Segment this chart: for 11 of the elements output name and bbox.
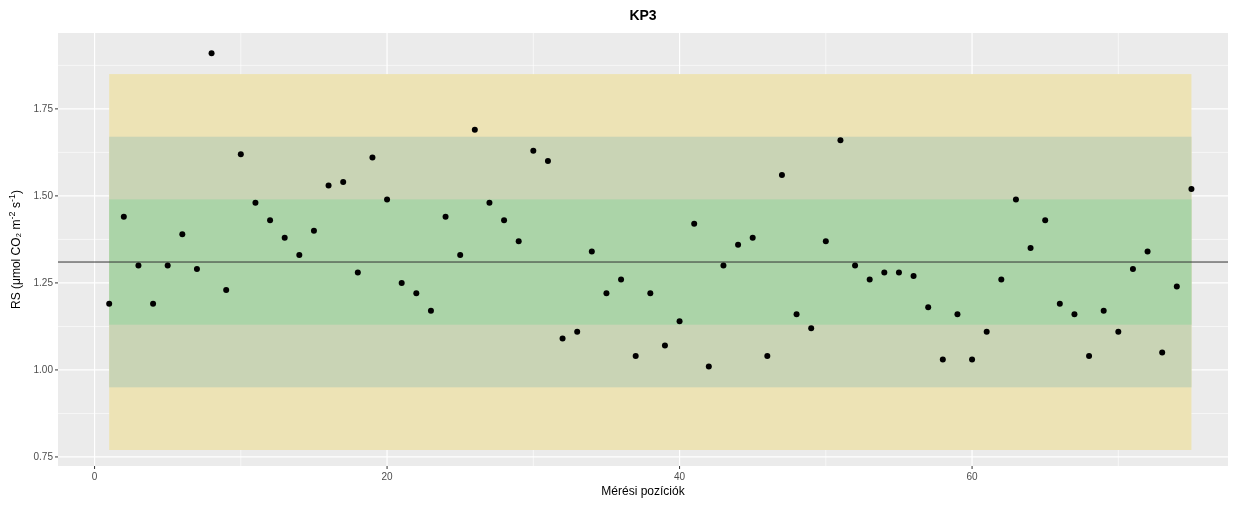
x-axis-title: Mérési pozíciók	[601, 484, 686, 498]
y-tick-label: 1.00	[33, 364, 54, 376]
x-tick-label: 40	[674, 471, 686, 482]
y-tick-label: 1.25	[33, 277, 54, 289]
x-tick-label: 0	[91, 471, 98, 482]
x-tick-label: 20	[381, 471, 394, 482]
y-tick-label: 1.75	[33, 103, 54, 115]
x-tick-label: 60	[966, 471, 979, 482]
y-tick-label: 0.75	[33, 451, 54, 463]
y-tick-label: 1.50	[33, 190, 54, 202]
chart-title: KP3	[629, 7, 657, 23]
